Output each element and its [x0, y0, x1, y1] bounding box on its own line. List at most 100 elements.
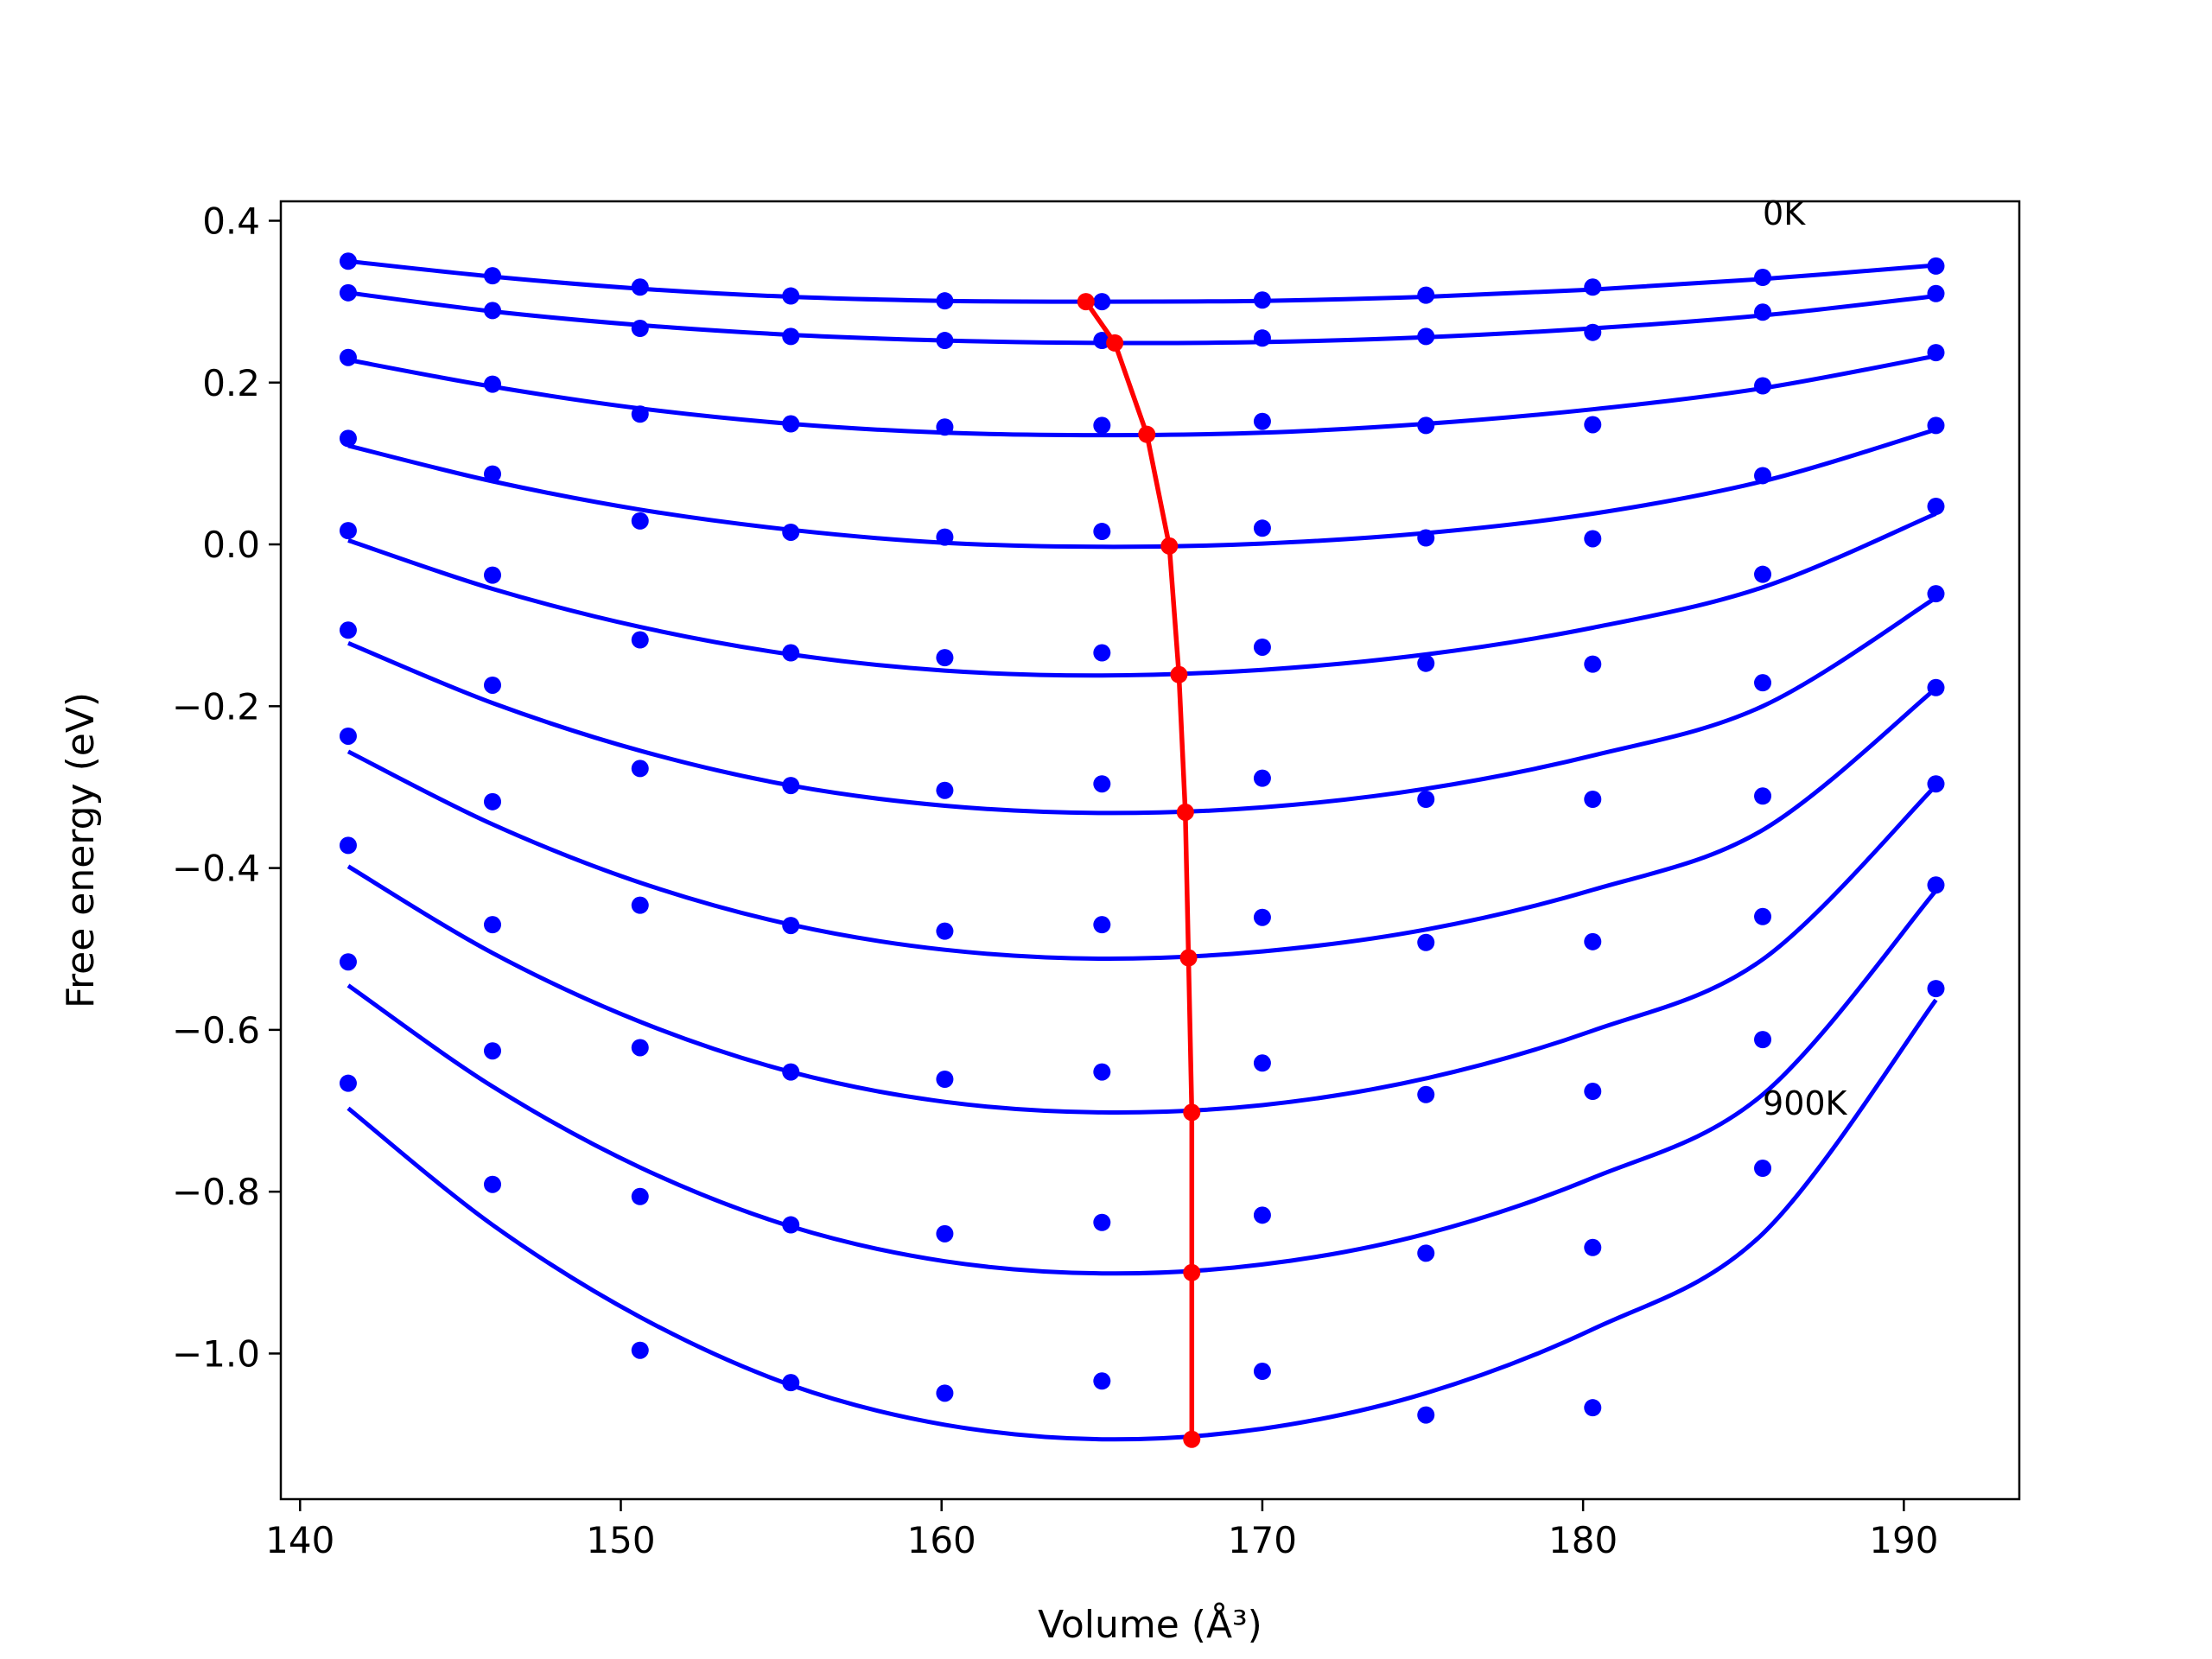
data-point: [1253, 1206, 1271, 1224]
y-tick-label: 0.0: [202, 524, 260, 566]
data-point: [1093, 293, 1111, 311]
data-point: [631, 1039, 649, 1057]
data-point: [484, 302, 502, 320]
data-point: [782, 917, 800, 935]
data-point: [1584, 416, 1602, 434]
data-point: [1253, 412, 1271, 430]
data-point: [1417, 286, 1435, 304]
data-point: [1093, 523, 1111, 541]
data-point: [782, 415, 800, 433]
data-point: [631, 631, 649, 649]
minimum-point: [1179, 949, 1198, 967]
data-point: [1417, 529, 1435, 547]
data-point: [1754, 787, 1772, 805]
data-point: [1253, 638, 1271, 656]
data-point: [1584, 1083, 1602, 1101]
data-point: [1093, 1213, 1111, 1231]
series-8: [339, 876, 1945, 1276]
series-5: [339, 585, 1945, 816]
data-point: [484, 792, 502, 810]
data-point: [782, 327, 800, 346]
data-point: [484, 566, 502, 584]
data-point: [1754, 907, 1772, 925]
data-point: [484, 1042, 502, 1060]
data-point: [339, 621, 357, 639]
series-7: [339, 775, 1945, 1115]
data-point: [1927, 980, 1945, 998]
data-point: [1754, 377, 1772, 395]
series-6: [339, 678, 1945, 962]
fit-curve-7: [346, 784, 1938, 1115]
data-point: [1417, 933, 1435, 951]
data-point: [1253, 1363, 1271, 1381]
data-point: [1584, 791, 1602, 809]
x-axis-label: Volume (Å³): [1038, 1601, 1262, 1647]
data-point: [936, 922, 954, 940]
fit-curve-5: [347, 595, 1937, 816]
data-point: [1253, 329, 1271, 347]
fit-curve-2: [347, 353, 1936, 438]
data-point: [1584, 278, 1602, 296]
fit-curve-0: [347, 258, 1936, 304]
data-point: [1584, 655, 1602, 673]
data-point: [631, 1341, 649, 1359]
data-point: [782, 1216, 800, 1234]
y-tick-label: −0.6: [172, 1009, 260, 1052]
data-point: [1754, 467, 1772, 485]
data-point: [631, 512, 649, 530]
x-tick-label: 160: [907, 1519, 976, 1561]
data-point: [1584, 323, 1602, 341]
y-tick-label: 0.4: [202, 200, 260, 242]
fit-curve-9: [346, 998, 1938, 1442]
data-point: [1927, 257, 1945, 275]
data-point: [936, 418, 954, 436]
x-tick-label: 140: [265, 1519, 334, 1561]
annotation-label: 900K: [1763, 1084, 1848, 1122]
annotation-label: 0K: [1763, 194, 1806, 232]
data-point: [936, 649, 954, 667]
data-point: [936, 1384, 954, 1402]
minimum-point: [1183, 1103, 1201, 1122]
data-point: [782, 644, 800, 662]
data-point: [1754, 1160, 1772, 1178]
y-axis-label: Free energy (eV): [59, 692, 103, 1008]
data-point: [339, 953, 357, 971]
x-tick-label: 150: [586, 1519, 655, 1561]
data-point: [936, 332, 954, 350]
data-point: [1417, 327, 1435, 346]
y-tick-label: −1.0: [172, 1332, 260, 1375]
data-point: [1754, 303, 1772, 321]
fit-curve-4: [347, 512, 1937, 678]
data-point: [1093, 1063, 1111, 1081]
y-axis: 0.4 0.2 0.0 −0.2 −0.4 −0.6 −0.8 −1.0: [172, 200, 281, 1375]
data-point: [631, 320, 649, 338]
data-point: [339, 1074, 357, 1092]
data-point: [1584, 530, 1602, 548]
data-point: [631, 896, 649, 914]
minimum-point: [1077, 293, 1095, 311]
data-point: [1754, 565, 1772, 583]
fit-curve-8: [346, 889, 1938, 1276]
data-point: [1253, 519, 1271, 537]
data-point: [484, 1175, 502, 1193]
series-9: [339, 980, 1945, 1442]
minimum-path-line: [1084, 300, 1195, 1440]
data-point: [1417, 1244, 1435, 1262]
data-point: [1253, 908, 1271, 926]
data-point: [936, 1071, 954, 1089]
data-point: [339, 727, 357, 745]
data-point: [1927, 416, 1945, 435]
data-point: [1584, 932, 1602, 950]
minimum-path: [1077, 293, 1201, 1448]
annotations: 0K 900K: [1763, 194, 1848, 1122]
y-tick-label: −0.2: [172, 685, 260, 728]
y-tick-label: −0.4: [172, 848, 260, 890]
series-1: [339, 283, 1945, 350]
data-point: [782, 1063, 800, 1081]
data-point: [936, 292, 954, 310]
data-point: [484, 375, 502, 393]
data-point: [1754, 1031, 1772, 1049]
data-point: [631, 1187, 649, 1205]
minimum-point: [1183, 1263, 1201, 1281]
plot-area: [339, 252, 1945, 1448]
